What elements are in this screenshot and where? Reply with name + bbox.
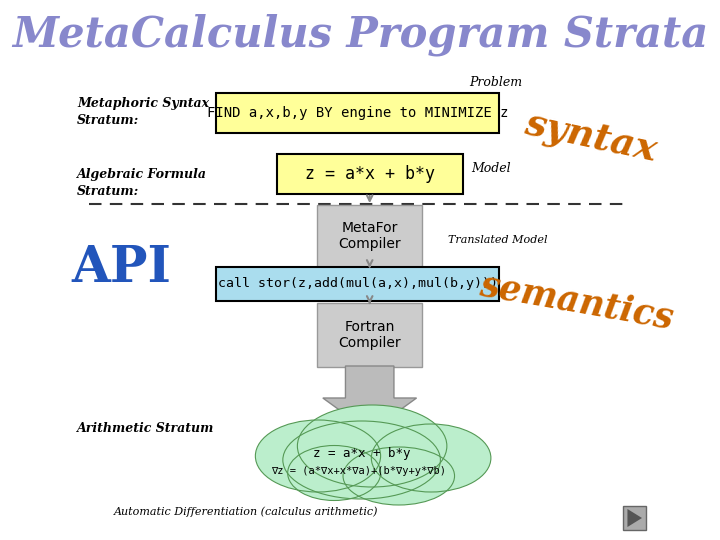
Text: call stor(z,add(mul(a,x),mul(b,y))): call stor(z,add(mul(a,x),mul(b,y))) <box>217 278 498 291</box>
Text: semantics: semantics <box>477 268 676 336</box>
Text: Arithmetic Stratum: Arithmetic Stratum <box>77 422 215 435</box>
Text: ∇z = (a*∇x+x*∇a)+(b*∇y+y*∇b): ∇z = (a*∇x+x*∇a)+(b*∇y+y*∇b) <box>271 466 446 476</box>
Text: Algebraic Formula
Stratum:: Algebraic Formula Stratum: <box>77 168 207 198</box>
Text: Translated Model: Translated Model <box>448 235 547 245</box>
Text: z = a*x + b*y: z = a*x + b*y <box>313 447 410 460</box>
Text: syntax: syntax <box>521 106 660 170</box>
Polygon shape <box>627 509 642 527</box>
Text: z = a*x + b*y: z = a*x + b*y <box>305 165 435 183</box>
Ellipse shape <box>256 420 381 492</box>
Ellipse shape <box>372 424 491 492</box>
Text: API: API <box>72 244 171 293</box>
FancyBboxPatch shape <box>216 267 499 301</box>
Text: FIND a,x,b,y BY engine to MINIMIZE z: FIND a,x,b,y BY engine to MINIMIZE z <box>207 106 508 120</box>
Ellipse shape <box>297 405 447 487</box>
Ellipse shape <box>283 421 441 499</box>
FancyBboxPatch shape <box>624 506 646 530</box>
Text: Fortran
Compiler: Fortran Compiler <box>338 320 401 350</box>
FancyBboxPatch shape <box>318 205 422 267</box>
FancyBboxPatch shape <box>276 154 463 194</box>
Text: Model: Model <box>471 161 510 174</box>
FancyBboxPatch shape <box>216 93 499 133</box>
Text: Automatic Differentiation (calculus arithmetic): Automatic Differentiation (calculus arit… <box>114 507 378 517</box>
Text: MetaCalculus Program Strata: MetaCalculus Program Strata <box>12 14 708 56</box>
Ellipse shape <box>288 446 381 501</box>
Polygon shape <box>323 366 417 432</box>
FancyBboxPatch shape <box>318 303 422 367</box>
Text: Problem: Problem <box>469 76 522 89</box>
Text: MetaFor
Compiler: MetaFor Compiler <box>338 221 401 251</box>
Ellipse shape <box>343 447 454 505</box>
Text: Metaphoric Syntax
Stratum:: Metaphoric Syntax Stratum: <box>77 97 210 127</box>
